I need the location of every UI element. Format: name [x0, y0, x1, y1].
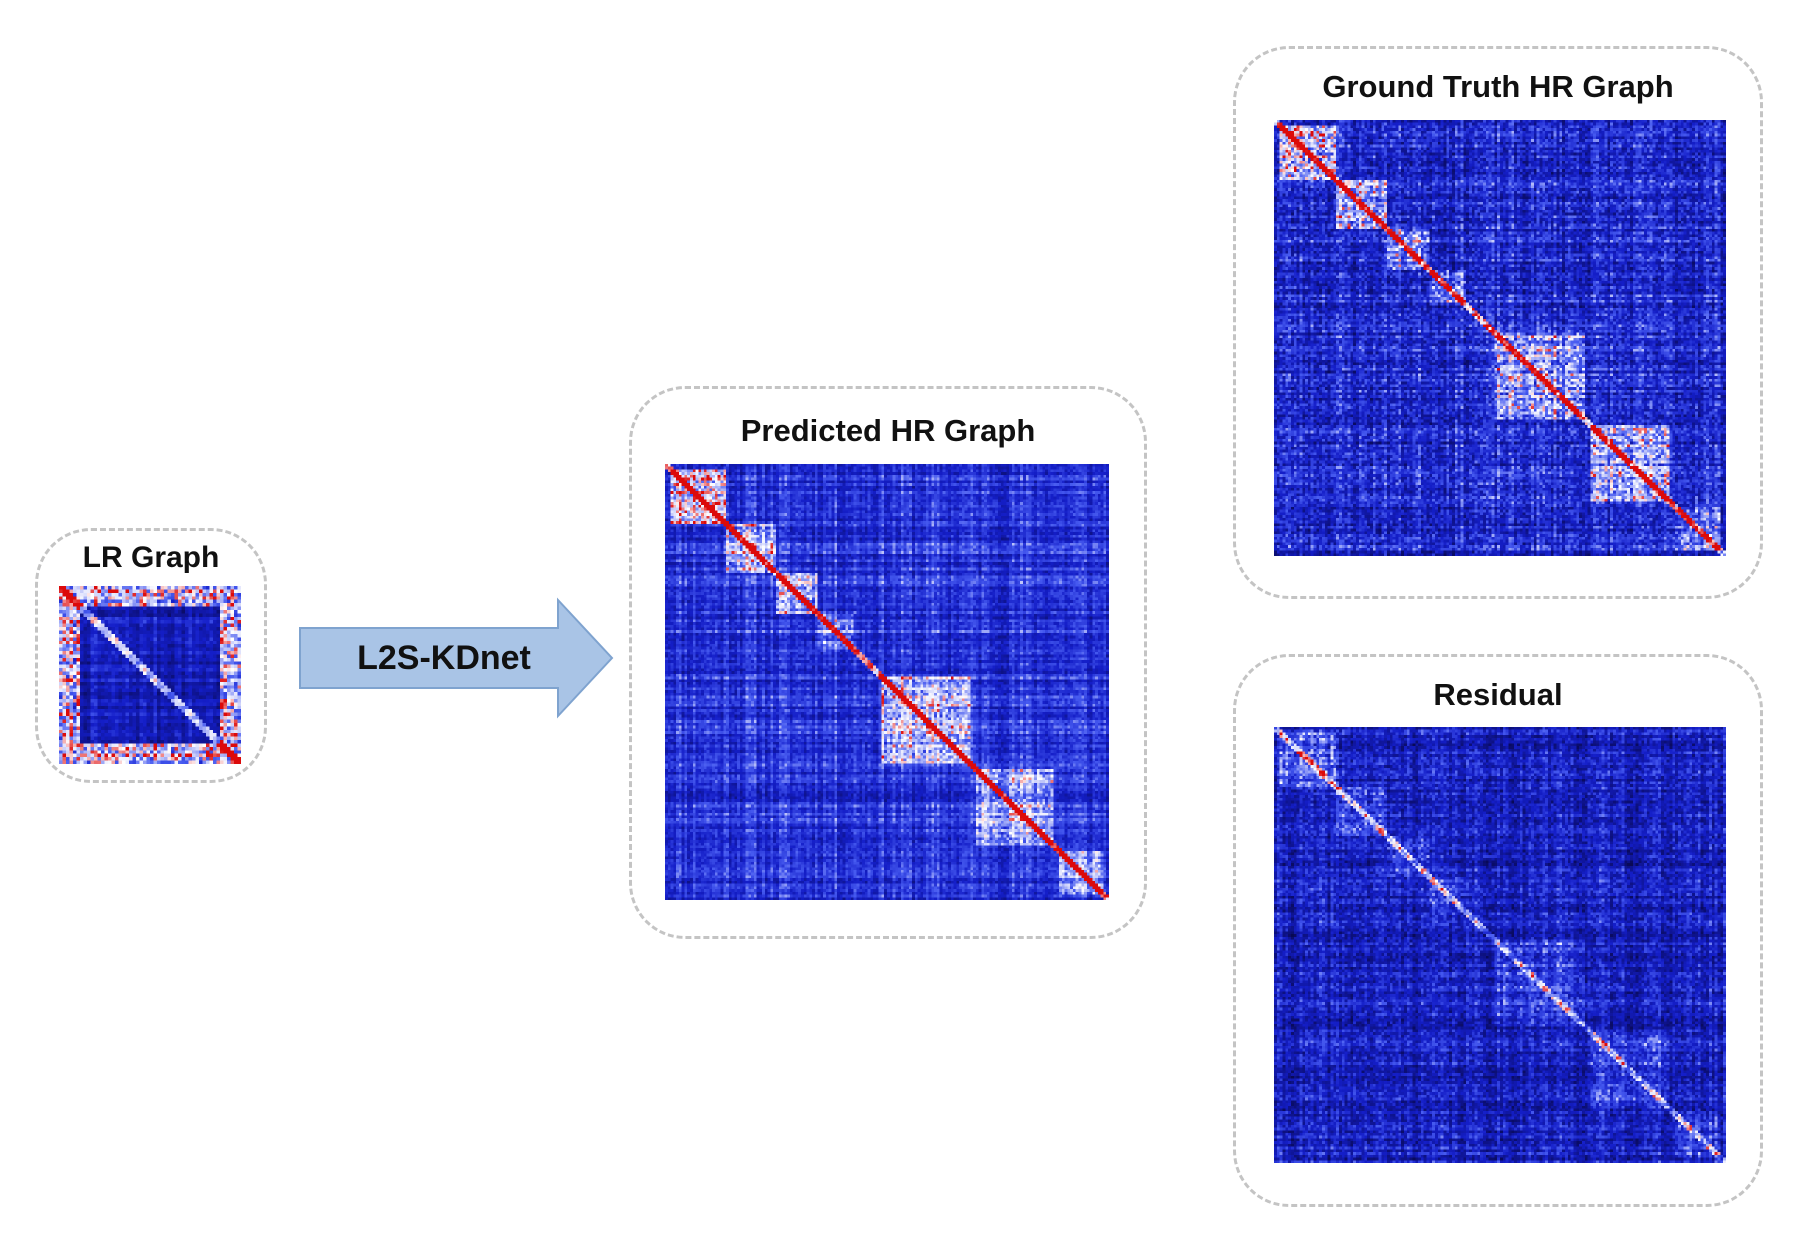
ground-truth-hr-graph-matrix — [1274, 120, 1726, 556]
lr-graph-title: LR Graph — [82, 541, 220, 574]
ground-truth-hr-graph-title: Ground Truth HR Graph — [1322, 69, 1674, 104]
residual-matrix — [1274, 727, 1726, 1163]
predicted-hr-graph-matrix — [665, 464, 1109, 900]
lr-graph-matrix — [59, 586, 241, 764]
arrow-icon: L2S-KDnet — [299, 597, 614, 719]
lr-graph-panel: LR Graph — [35, 528, 267, 783]
arrow-label: L2S-KDnet — [357, 639, 531, 677]
residual-title: Residual — [1433, 677, 1563, 712]
residual-panel: Residual — [1233, 654, 1763, 1207]
arrow-shape — [299, 597, 614, 719]
predicted-hr-graph-title: Predicted HR Graph — [740, 413, 1036, 448]
predicted-hr-graph-panel: Predicted HR Graph — [629, 386, 1147, 939]
ground-truth-hr-graph-panel: Ground Truth HR Graph — [1233, 46, 1763, 599]
